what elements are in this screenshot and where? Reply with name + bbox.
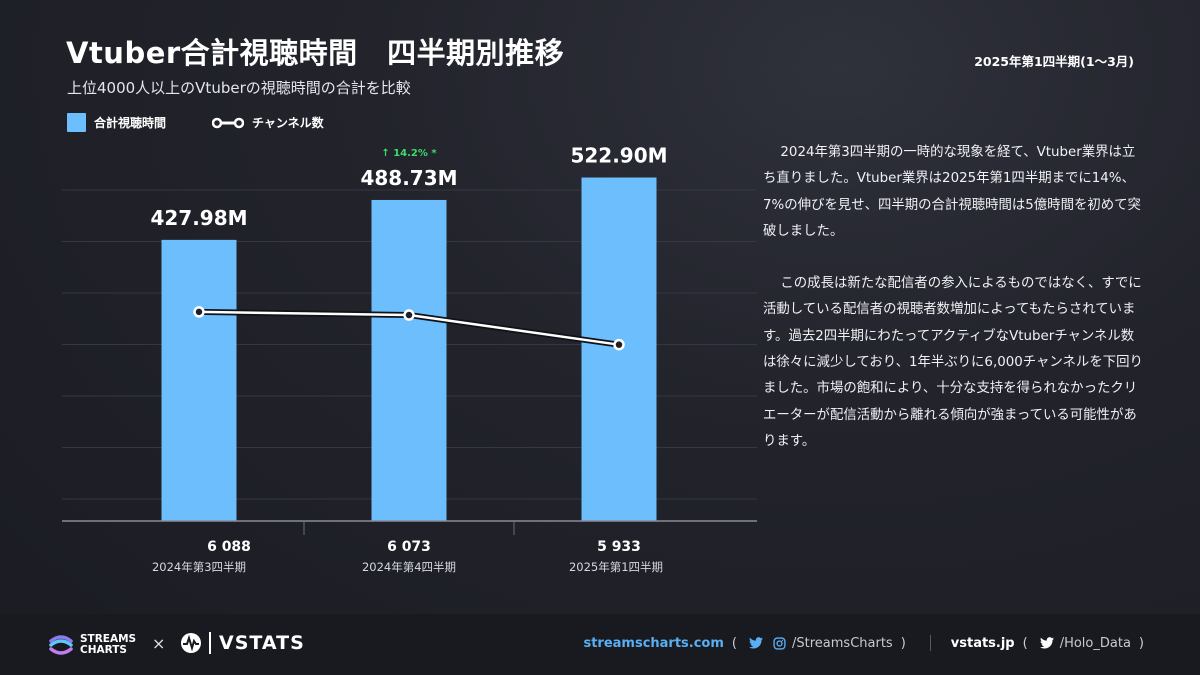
chart-subtitle: 上位4000人以上のVtuberの視聴時間の合計を比較 (67, 79, 411, 97)
line-point (613, 338, 625, 351)
category-label: 2024年第4四半期 (362, 560, 456, 574)
twitter-icon-2[interactable] (1039, 637, 1054, 649)
chart-title: Vtuber合計視聴時間 四半期別推移 (66, 36, 565, 70)
line-point (193, 306, 205, 318)
vstats-logo-icon (181, 633, 201, 653)
footer: STREAMS CHARTS × VSTATS streamscharts.co… (0, 614, 1200, 675)
channel-count-label: 5 933 (597, 539, 641, 555)
category-label: 2025年第1四半期 (569, 560, 663, 574)
channel-count-label: 6 073 (387, 539, 431, 555)
streamscharts-link[interactable]: streamscharts.com (583, 635, 724, 651)
line-point (403, 309, 415, 321)
vstats-brand[interactable]: VSTATS (180, 632, 305, 654)
brand1-line2: CHARTS (80, 644, 127, 656)
bar-value-label: 427.98M (150, 206, 247, 230)
description-paragraph-2: この成長は新たな配信者の参入によるものではなく、すでに活動している配信者の視聴者… (763, 276, 1143, 449)
growth-label: ↑ 14.2% * (381, 148, 437, 159)
times-sign: × (152, 634, 166, 653)
footer-divider (929, 635, 931, 651)
description-paragraph-1: 2024年第3四半期の一時的な現象を経て、Vtuber業界は立ち直りました。Vt… (763, 145, 1141, 239)
bar-value-label: 522.90M (570, 144, 667, 168)
channel-count-label: 6 088 (207, 539, 251, 555)
category-label: 2024年第3四半期 (152, 560, 246, 574)
paren-close-2: ) (1138, 635, 1144, 651)
streamscharts-logo-icon (49, 635, 73, 655)
vstats-link[interactable]: vstats.jp (950, 635, 1015, 651)
vstats-handle[interactable]: /Holo_Data (1059, 635, 1131, 651)
paren-open-2: ( (1022, 635, 1028, 651)
bar (371, 199, 447, 521)
brand-separator (209, 632, 211, 654)
legend: 合計視聴時間 チャンネル数 (67, 113, 370, 132)
period-label: 2025年第1四半期(1〜3月) (974, 54, 1134, 69)
paren-open-1: ( (731, 635, 737, 651)
twitter-icon[interactable] (749, 637, 763, 649)
legend-line-icon (212, 117, 245, 128)
footer-links: streamscharts.com ( /StreamsCharts ) vst… (583, 635, 1152, 651)
streamscharts-brand[interactable]: STREAMS CHARTS (48, 632, 136, 658)
bar (161, 239, 237, 521)
streamscharts-handle[interactable]: /StreamsCharts (792, 635, 893, 651)
legend-line-label: チャンネル数 (252, 116, 324, 130)
instagram-icon[interactable] (773, 636, 786, 650)
legend-bar-label: 合計視聴時間 (94, 116, 167, 130)
vstats-label: VSTATS (219, 632, 305, 654)
legend-bar-swatch (67, 113, 86, 132)
description: 2024年第3四半期の一時的な現象を経て、Vtuber業界は立ち直りました。Vt… (763, 140, 1143, 455)
paren-close-1: ) (900, 635, 906, 651)
bar-value-label: 488.73M (360, 166, 457, 190)
brand1-line1: STREAMS (80, 633, 137, 645)
